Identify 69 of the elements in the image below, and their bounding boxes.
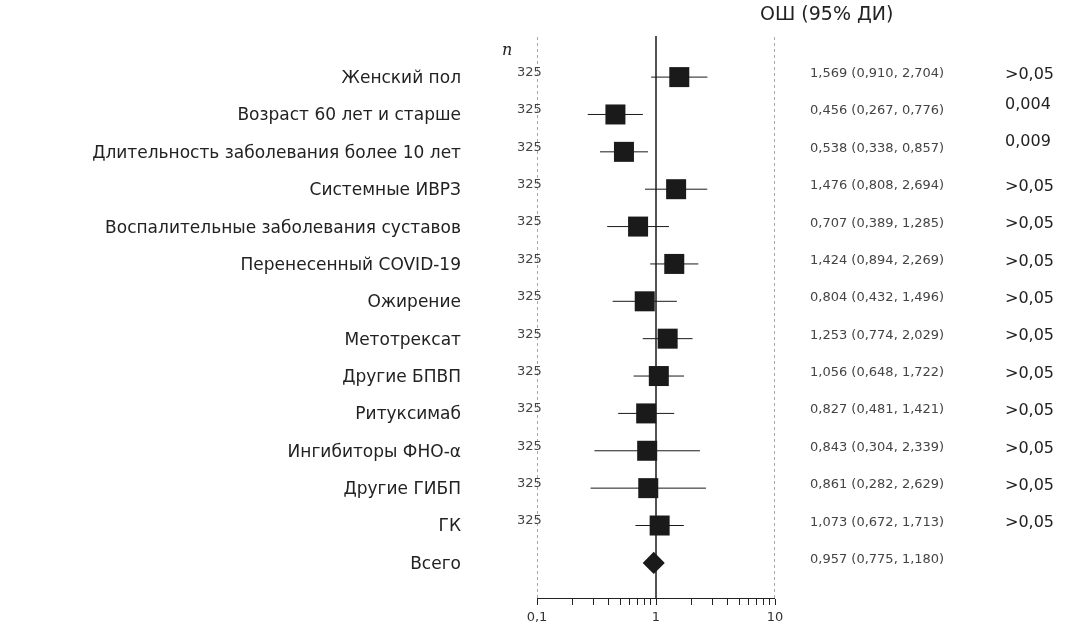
point — [666, 179, 687, 200]
annotation: 325 — [517, 139, 542, 154]
text: 0,004 — [1005, 94, 1051, 113]
y-tick-label: Другие ГИБП — [343, 478, 461, 499]
text: >0,05 — [1005, 475, 1055, 494]
data-label: 1,569 (0,910, 2,704) — [810, 65, 945, 80]
point — [649, 515, 670, 536]
y-tick-label: Воспалительные заболевания суставов — [105, 216, 461, 237]
y-tick-label: ГК — [438, 515, 461, 536]
data-label: 0,827 (0,481, 1,421) — [810, 401, 945, 416]
text: >0,05 — [1005, 288, 1055, 307]
y-tick-label: Женский пол — [341, 67, 461, 88]
text: >0,05 — [1005, 400, 1055, 419]
annotation: 325 — [517, 363, 542, 378]
y-tick-label: Всего — [410, 552, 461, 573]
annotation: 325 — [517, 64, 542, 79]
y-tick-label: Системные ИВРЗ — [309, 179, 461, 200]
data-label: 1,073 (0,672, 1,713) — [810, 514, 945, 529]
data-label: 0,843 (0,304, 2,339) — [810, 439, 945, 454]
point — [636, 403, 657, 424]
annotation: 325 — [517, 213, 542, 228]
annotation: 325 — [517, 176, 542, 191]
y-tick-label: Длительность заболевания более 10 лет — [92, 141, 462, 162]
annotation: 325 — [517, 438, 542, 453]
text: 0,009 — [1005, 131, 1051, 150]
point — [648, 366, 669, 387]
data-label: 1,253 (0,774, 2,029) — [810, 327, 945, 342]
y-tick-label: Перенесенный COVID-19 — [240, 253, 461, 274]
text: >0,05 — [1005, 176, 1055, 195]
data-label: 1,424 (0,894, 2,269) — [810, 252, 945, 267]
y-tick-label: Ингибиторы ФНО-α — [287, 440, 461, 461]
text: >0,05 — [1005, 512, 1055, 531]
x-tick-label: 0,1 — [526, 608, 548, 624]
x-tick-label: 10 — [766, 608, 784, 624]
annotation: 325 — [517, 326, 542, 341]
text: >0,05 — [1005, 64, 1055, 83]
text: >0,05 — [1005, 325, 1055, 344]
point — [657, 328, 678, 349]
x-tick-label: 1 — [651, 608, 661, 624]
point — [638, 478, 659, 499]
y-tick-label: Метотрексат — [344, 328, 462, 349]
y-tick-label: Возраст 60 лет и старше — [237, 104, 461, 125]
data-label: 1,476 (0,808, 2,694) — [810, 177, 945, 192]
annotation: 325 — [517, 475, 542, 490]
data-label: 0,804 (0,432, 1,496) — [810, 289, 945, 304]
data-label: 1,056 (0,648, 1,722) — [810, 364, 945, 379]
data-label: 0,861 (0,282, 2,629) — [810, 476, 945, 491]
text: >0,05 — [1005, 363, 1055, 382]
annotation: 325 — [517, 288, 542, 303]
point — [637, 440, 658, 461]
annotation: 325 — [517, 101, 542, 116]
text: n — [502, 40, 513, 59]
y-tick-label: Ожирение — [367, 291, 461, 312]
point — [634, 291, 655, 312]
text: >0,05 — [1005, 251, 1055, 270]
data-label: 0,538 (0,338, 0,857) — [810, 140, 945, 155]
annotation: 325 — [517, 400, 542, 415]
y-tick-label: Другие БПВП — [342, 365, 461, 386]
text: ОШ (95% ДИ) — [760, 2, 894, 24]
data-label: 0,456 (0,267, 0,776) — [810, 102, 945, 117]
annotation: 325 — [517, 251, 542, 266]
annotation: 325 — [517, 512, 542, 527]
text: 0,957 (0,775, 1,180) — [810, 551, 945, 566]
y-tick-label: Ритуксимаб — [355, 403, 461, 424]
text: >0,05 — [1005, 438, 1055, 457]
point — [642, 551, 665, 574]
data-label: 0,707 (0,389, 1,285) — [810, 215, 945, 230]
point — [664, 253, 685, 274]
text: >0,05 — [1005, 213, 1055, 232]
